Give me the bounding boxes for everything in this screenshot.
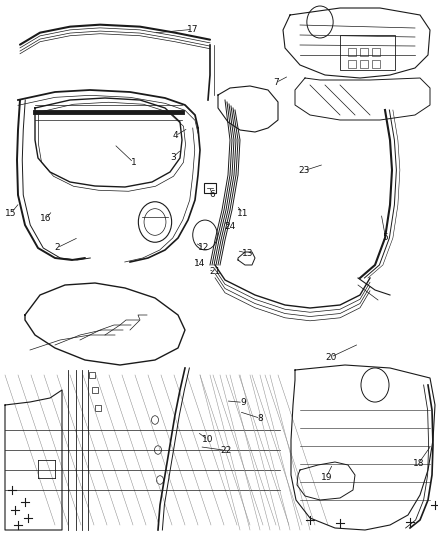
Text: 24: 24 [224, 222, 236, 231]
Text: 1: 1 [131, 158, 137, 167]
Text: 2: 2 [54, 244, 60, 252]
Text: 13: 13 [242, 249, 253, 257]
Text: 23: 23 [299, 166, 310, 175]
Text: 14: 14 [194, 260, 205, 268]
Text: 12: 12 [198, 244, 209, 252]
Text: 5: 5 [382, 233, 389, 241]
Text: 8: 8 [258, 414, 264, 423]
Text: 10: 10 [202, 435, 214, 444]
Text: 18: 18 [413, 459, 424, 468]
Text: 17: 17 [187, 25, 198, 34]
Text: 21: 21 [209, 268, 220, 276]
Text: 20: 20 [325, 353, 336, 361]
Text: 19: 19 [321, 473, 332, 481]
Text: 6: 6 [209, 190, 215, 199]
Text: 22: 22 [220, 446, 231, 455]
Text: 9: 9 [240, 398, 246, 407]
Text: 4: 4 [173, 132, 178, 140]
Text: 16: 16 [40, 214, 52, 223]
Text: 7: 7 [273, 78, 279, 87]
Text: 15: 15 [5, 209, 17, 217]
Text: 11: 11 [237, 209, 249, 217]
Text: 3: 3 [170, 153, 176, 161]
